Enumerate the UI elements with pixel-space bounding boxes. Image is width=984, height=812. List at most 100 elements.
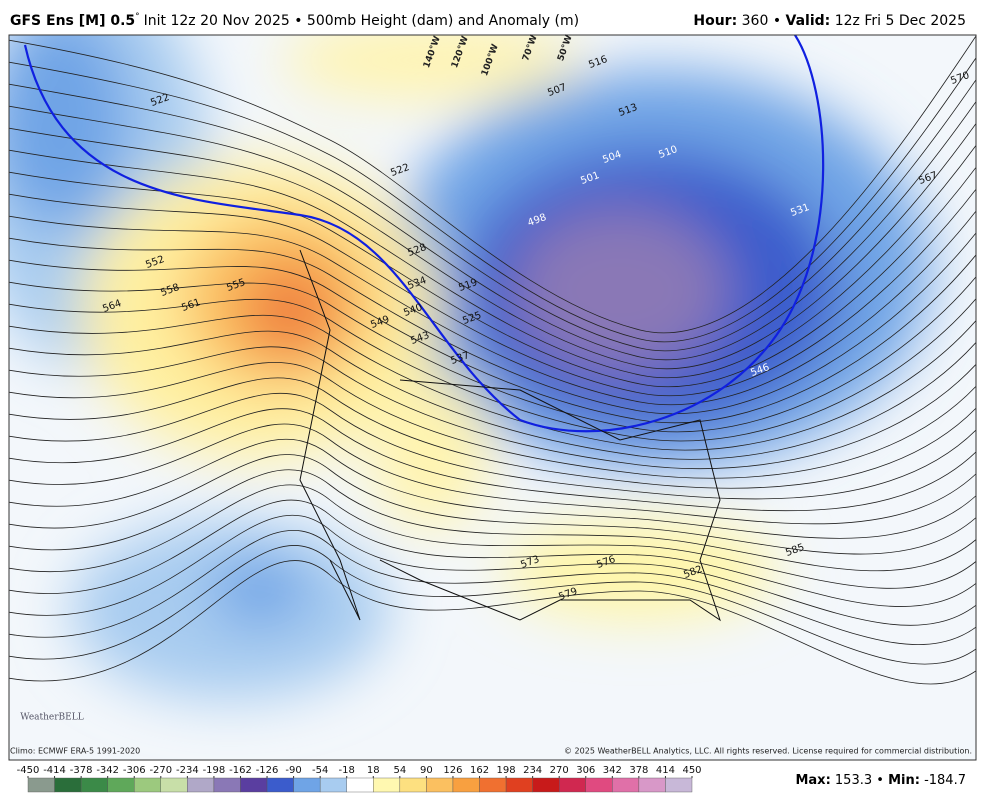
contour-line	[9, 515, 976, 626]
colorbar-tick-label: -126	[256, 765, 279, 776]
colorbar-segment	[452, 777, 480, 793]
colorbar-segment	[426, 777, 454, 793]
header-left: GFS Ens [M] 0.5° Init 12z 20 Nov 2025 • 5…	[10, 12, 579, 30]
contour-line	[9, 210, 976, 406]
separator: •	[876, 773, 884, 788]
colorbar-tick-label: 234	[523, 765, 542, 776]
colorbar-segment	[665, 777, 693, 793]
colorbar-segment	[638, 777, 666, 793]
contour-line	[9, 469, 976, 572]
hour: 360	[742, 13, 769, 29]
map-frame	[8, 34, 977, 761]
colorbar-segment	[240, 777, 268, 793]
min: -184.7	[924, 773, 966, 788]
contour-line	[9, 377, 976, 489]
contour-line	[9, 408, 976, 512]
contour-line	[9, 276, 976, 433]
colorbar-segment	[107, 777, 135, 793]
colorbar-tick-label: 18	[367, 765, 380, 776]
colorbar-segment	[373, 777, 401, 793]
colorbar-tick-label: 450	[682, 765, 701, 776]
colorbar-tick-label: -90	[285, 765, 301, 776]
colorbar-tick-label: -342	[96, 765, 119, 776]
colorbar-segment	[399, 777, 427, 793]
stats: Max: 153.3 • Min: -184.7	[795, 773, 966, 788]
contour-line	[9, 79, 976, 352]
contour-line	[9, 362, 976, 479]
hour-label: Hour:	[693, 13, 737, 29]
colorbar-tick-label: -18	[339, 765, 355, 776]
valid-label: Valid:	[786, 13, 831, 29]
colorbar-segment	[54, 777, 82, 793]
colorbar-tick-label: -54	[312, 765, 328, 776]
colorbar-segment	[612, 777, 640, 793]
contour-line	[9, 423, 976, 525]
contour-line	[9, 499, 976, 607]
contour-line	[9, 484, 976, 589]
contour-line	[9, 346, 976, 470]
contour-line	[9, 530, 976, 645]
max-label: Max:	[795, 773, 830, 788]
colorbar-segment	[346, 777, 374, 793]
degree: °	[135, 12, 140, 22]
separator: •	[773, 13, 781, 29]
colorbar-segment	[213, 777, 241, 793]
colorbar-segment	[505, 777, 533, 793]
colorbar-tick-label: 270	[550, 765, 569, 776]
colorbar-segment	[160, 777, 188, 793]
colorbar-segment	[80, 777, 108, 793]
colorbar-segment	[187, 777, 215, 793]
colorbar-segment	[585, 777, 613, 793]
description: Init 12z 20 Nov 2025 • 500mb Height (dam…	[144, 13, 579, 29]
colorbar-tick-label: -270	[149, 765, 172, 776]
contour-line	[9, 438, 976, 539]
contour-line	[9, 330, 976, 460]
colorbar-tick-label: 306	[576, 765, 595, 776]
contour-line	[9, 545, 976, 665]
height-contours	[9, 35, 976, 685]
contour-line	[9, 314, 976, 451]
contour-line	[9, 57, 976, 343]
contour-line	[9, 254, 976, 424]
contour-line	[9, 188, 976, 397]
model-title: GFS Ens [M] 0.5	[10, 13, 135, 29]
contour-line	[9, 35, 976, 333]
colorbar-tick-label: 378	[629, 765, 648, 776]
colorbar-tick-label: -234	[176, 765, 199, 776]
contour-line	[9, 560, 976, 685]
contour-540	[23, 35, 825, 433]
contour-line	[9, 100, 976, 361]
colorbar-segment	[266, 777, 294, 793]
colorbar-segment	[559, 777, 586, 793]
colorbar-tick-label: -162	[229, 765, 252, 776]
colorbar-tick-label: -414	[43, 765, 66, 776]
valid: 12z Fri 5 Dec 2025	[835, 13, 966, 29]
colorbar-segment	[134, 777, 162, 793]
header-right: Hour: 360 • Valid: 12z Fri 5 Dec 2025	[693, 13, 966, 29]
colorbar-segment	[293, 777, 321, 793]
contour-line	[9, 454, 976, 555]
colorbar-tick-label: 162	[470, 765, 489, 776]
coastline	[299, 249, 721, 622]
copyright: © 2025 WeatherBELL Analytics, LLC. All r…	[564, 747, 972, 756]
colorbar-tick-label: -306	[123, 765, 146, 776]
contour-line	[9, 232, 976, 415]
map-area	[9, 35, 976, 760]
colorbar-tick-label: 342	[603, 765, 622, 776]
colorbar-tick-label: 90	[420, 765, 433, 776]
colorbar-tick-label: -450	[17, 765, 40, 776]
colorbar: -450 -414 -378 -342 -306 -270 -234 -198 -162 -126…	[17, 765, 702, 793]
logo: WeatherBELL	[20, 713, 83, 723]
colorbar-tick-label: 414	[656, 765, 675, 776]
contour-line	[9, 144, 976, 379]
colorbar-tick-label: -378	[70, 765, 93, 776]
colorbar-segment	[532, 777, 560, 793]
colorbar-segment	[479, 777, 507, 793]
contour-line	[9, 122, 976, 370]
max: 153.3	[835, 773, 872, 788]
climo: Climo: ECMWF ERA-5 1991-2020	[10, 747, 140, 756]
colorbar-segment	[27, 777, 55, 793]
colorbar-tick-label: 54	[393, 765, 406, 776]
contour-line	[9, 297, 976, 442]
